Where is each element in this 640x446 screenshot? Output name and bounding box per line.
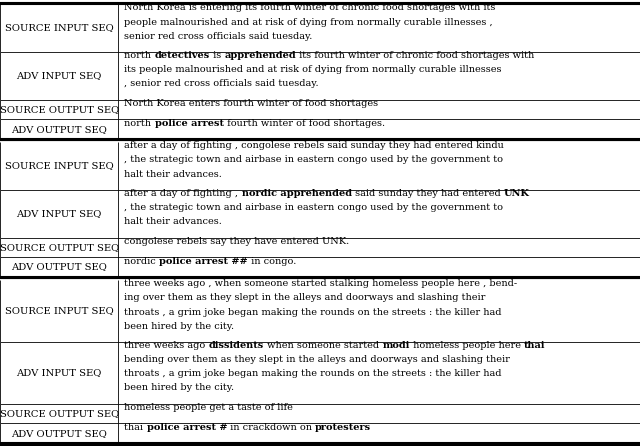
Text: its fourth winter of chronic food shortages with: its fourth winter of chronic food shorta… [296,51,534,60]
Text: ADV OUTPUT SEQ: ADV OUTPUT SEQ [12,263,107,272]
Text: throats , a grim joke began making the rounds on the streets : the killer had: throats , a grim joke began making the r… [124,369,502,378]
Text: ing over them as they slept in the alleys and doorways and slashing their: ing over them as they slept in the alley… [124,293,486,302]
Text: bending over them as they slept in the alleys and doorways and slashing their: bending over them as they slept in the a… [124,355,510,364]
Text: , the strategic town and airbase in eastern congo used by the government to: , the strategic town and airbase in east… [124,156,504,165]
Text: , senior red cross officials said tuesday.: , senior red cross officials said tuesda… [124,79,319,88]
Text: halt their advances.: halt their advances. [124,217,222,227]
Text: ADV OUTPUT SEQ: ADV OUTPUT SEQ [12,429,107,438]
Text: three weeks ago: three weeks ago [124,341,209,350]
Text: police arrest #: police arrest # [147,423,227,432]
Text: North Korea is entering its fourth winter of chronic food shortages with its: North Korea is entering its fourth winte… [124,4,496,12]
Text: SOURCE OUTPUT SEQ: SOURCE OUTPUT SEQ [0,105,119,114]
Text: north: north [124,119,154,128]
Text: protesters: protesters [315,423,371,432]
Text: ADV INPUT SEQ: ADV INPUT SEQ [17,368,102,377]
Text: thai: thai [524,341,545,350]
Text: ADV INPUT SEQ: ADV INPUT SEQ [17,71,102,80]
Text: nordic: nordic [124,257,159,266]
Text: dissidents: dissidents [209,341,264,350]
Text: homeless people get a taste of life: homeless people get a taste of life [124,403,293,412]
Text: modi: modi [382,341,410,350]
Text: police arrest ##: police arrest ## [159,257,248,266]
Text: people malnourished and at risk of dying from normally curable illnesses ,: people malnourished and at risk of dying… [124,17,493,26]
Text: after a day of fighting ,: after a day of fighting , [124,189,241,198]
Text: SOURCE OUTPUT SEQ: SOURCE OUTPUT SEQ [0,243,119,252]
Text: UNK: UNK [504,189,529,198]
Text: is: is [210,51,224,60]
Text: after a day of fighting , congolese rebels said sunday they had entered kindu: after a day of fighting , congolese rebe… [124,141,504,150]
Text: when someone started: when someone started [264,341,382,350]
Text: police arrest: police arrest [154,119,223,128]
Text: in crackdown on: in crackdown on [227,423,315,432]
Text: three weeks ago , when someone started stalking homeless people here , bend-: three weeks ago , when someone started s… [124,279,518,289]
Text: SOURCE INPUT SEQ: SOURCE INPUT SEQ [5,306,113,315]
Text: thai: thai [124,423,147,432]
Text: detectives: detectives [154,51,210,60]
Text: throats , a grim joke began making the rounds on the streets : the killer had: throats , a grim joke began making the r… [124,307,502,317]
Text: north: north [124,51,154,60]
Text: been hired by the city.: been hired by the city. [124,322,234,330]
Text: senior red cross officials said tuesday.: senior red cross officials said tuesday. [124,32,313,41]
Text: halt their advances.: halt their advances. [124,169,222,178]
Text: its people malnourished and at risk of dying from normally curable illnesses: its people malnourished and at risk of d… [124,65,502,74]
Text: SOURCE OUTPUT SEQ: SOURCE OUTPUT SEQ [0,409,119,418]
Text: been hired by the city.: been hired by the city. [124,384,234,392]
Text: fourth winter of food shortages.: fourth winter of food shortages. [223,119,385,128]
Text: , the strategic town and airbase in eastern congo used by the government to: , the strategic town and airbase in east… [124,203,504,212]
Text: in congo.: in congo. [248,257,296,266]
Text: SOURCE INPUT SEQ: SOURCE INPUT SEQ [5,161,113,170]
Text: congolese rebels say they have entered UNK.: congolese rebels say they have entered U… [124,237,349,246]
Text: ADV INPUT SEQ: ADV INPUT SEQ [17,209,102,218]
Text: homeless people here: homeless people here [410,341,524,350]
Text: North Korea enters fourth winter of food shortages: North Korea enters fourth winter of food… [124,99,378,108]
Text: nordic apprehended: nordic apprehended [241,189,351,198]
Text: SOURCE INPUT SEQ: SOURCE INPUT SEQ [5,23,113,33]
Text: said sunday they had entered: said sunday they had entered [351,189,504,198]
Text: apprehended: apprehended [224,51,296,60]
Text: ADV OUTPUT SEQ: ADV OUTPUT SEQ [12,124,107,134]
